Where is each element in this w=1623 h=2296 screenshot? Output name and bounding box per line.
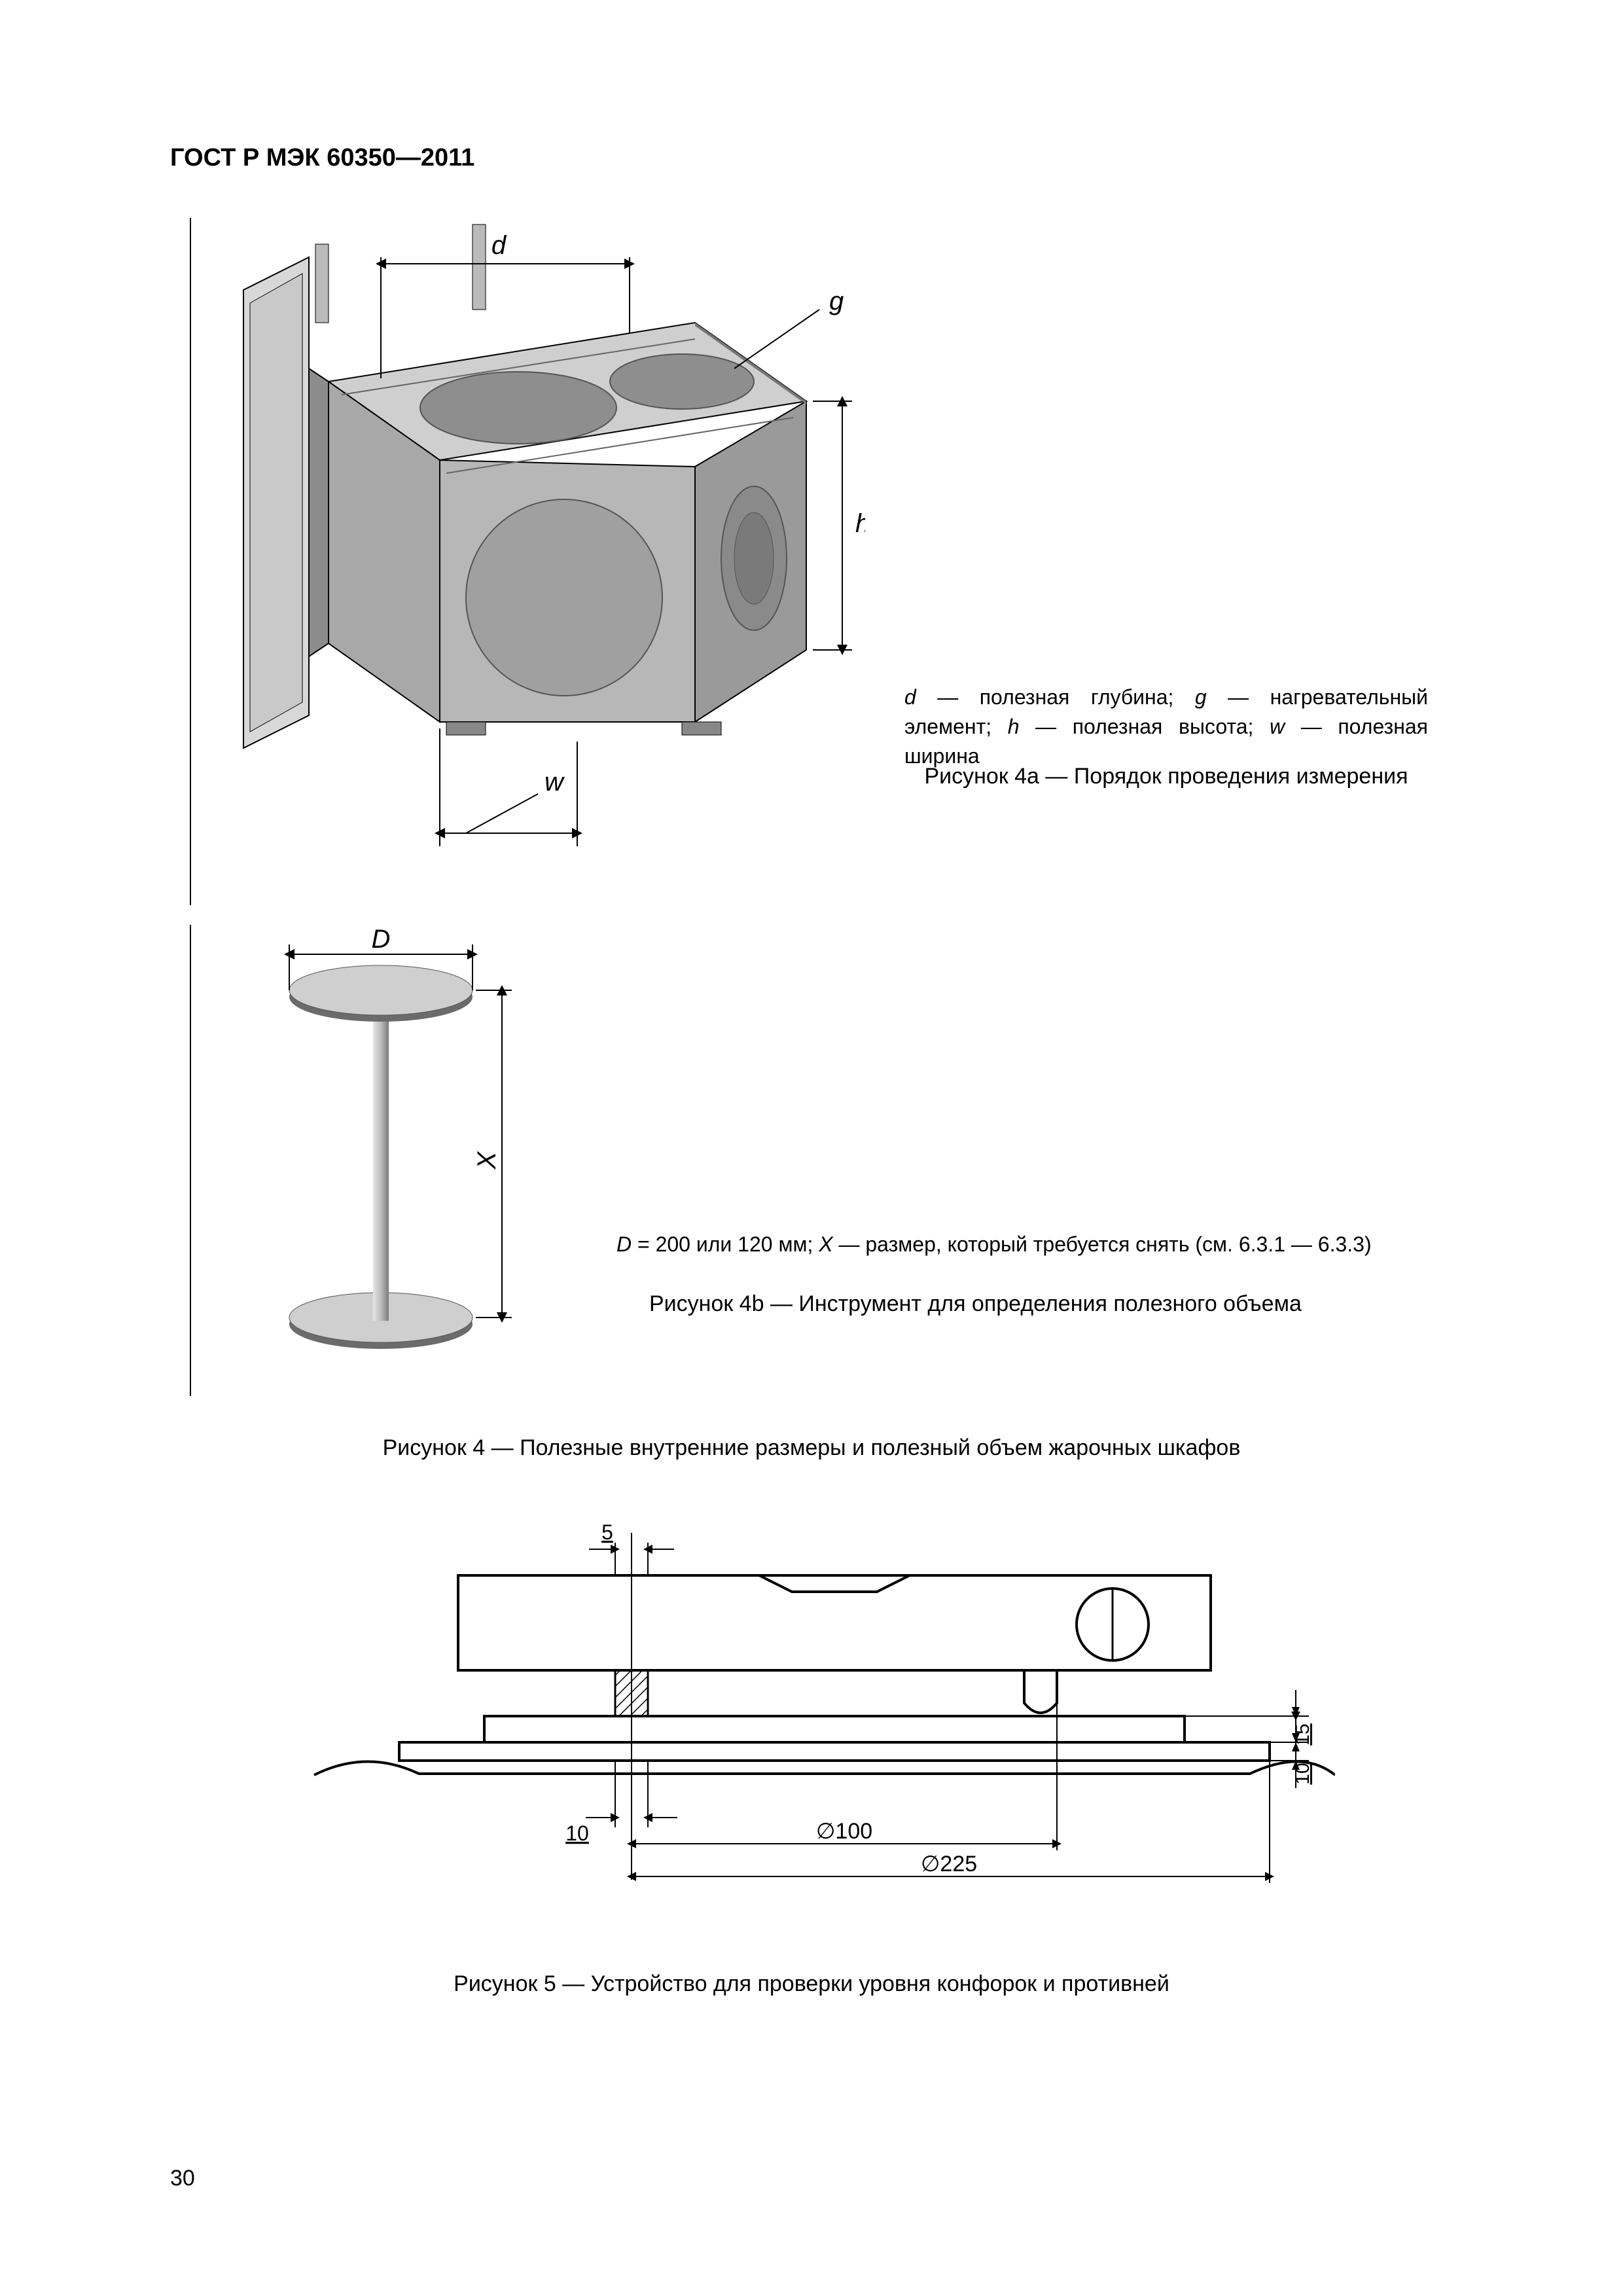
figure-4a-diagram: d g h w xyxy=(211,218,865,872)
fig4a-label-w: w xyxy=(544,768,565,797)
fig4a-label-g: g xyxy=(829,287,844,315)
fig5-dim-5: 5 xyxy=(601,1520,613,1544)
fig5-dim-h10: 10 xyxy=(1292,1763,1313,1784)
figure-5-caption: Рисунок 5 — Устройство для проверки уров… xyxy=(170,1971,1453,1997)
figure-5-diagram: 5 10 ∅100 ∅225 15 10 xyxy=(288,1513,1335,1932)
fig5-level-body xyxy=(458,1575,1211,1670)
fig5-dim-d225: ∅225 xyxy=(921,1852,977,1876)
fig4b-label-D: D xyxy=(372,925,391,954)
figure-4a-container: d g h w d — полезная глубина; g — нагрев… xyxy=(190,218,1453,905)
fig4b-label-X: X xyxy=(473,1151,501,1170)
figure-4b-container: D X D = 200 или 120 мм; X — размер, кото… xyxy=(190,925,1453,1396)
fig5-dim-h15: 15 xyxy=(1292,1723,1313,1745)
fig5-dim-10: 10 xyxy=(565,1821,589,1845)
fig5-dim-d100: ∅100 xyxy=(816,1819,872,1844)
fig4a-label-d: d xyxy=(491,231,507,260)
fig4a-label-h: h xyxy=(855,509,865,538)
figure-4a-legend: d — полезная глубина; g — нагревательный… xyxy=(904,683,1428,770)
figure-4b-legend: D = 200 или 120 мм; X — размер, который … xyxy=(616,1232,1435,1257)
document-header: ГОСТ Р МЭК 60350—2011 xyxy=(170,144,1453,172)
figure-4b-diagram: D X xyxy=(276,925,551,1370)
figure-4a-caption: Рисунок 4a — Порядок проведения измерени… xyxy=(904,761,1428,793)
figure-4-main-caption: Рисунок 4 — Полезные внутренние размеры … xyxy=(170,1435,1453,1461)
figure-5-container: 5 10 ∅100 ∅225 15 10 xyxy=(170,1487,1453,1958)
figure-4b-caption: Рисунок 4b — Инструмент для определения … xyxy=(649,1291,1369,1317)
page-number: 30 xyxy=(170,2166,195,2191)
